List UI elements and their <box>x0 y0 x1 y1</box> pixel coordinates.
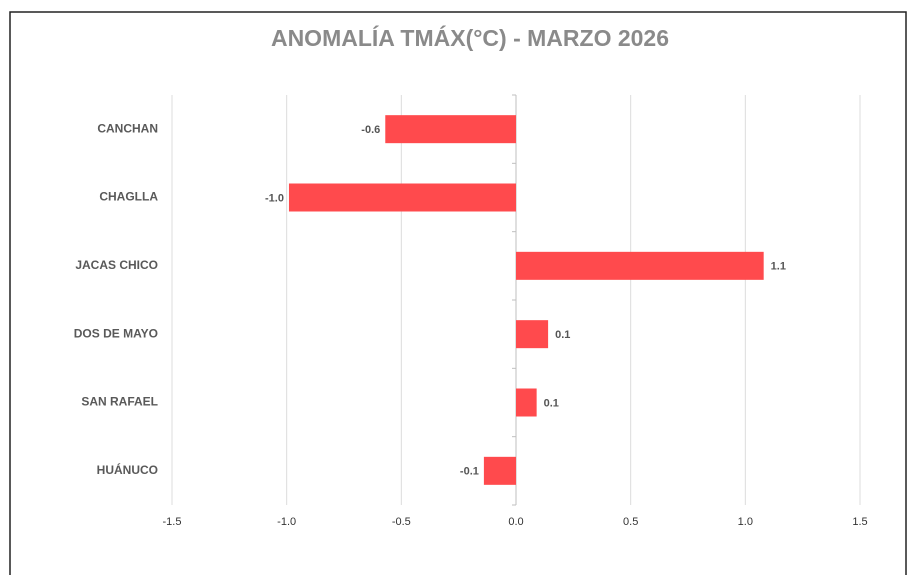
x-tick-label: -1.0 <box>277 516 296 528</box>
bar <box>516 388 537 417</box>
bar <box>516 251 764 280</box>
bar <box>385 115 516 144</box>
bar <box>516 320 549 349</box>
value-label: 1.1 <box>771 261 786 273</box>
bar <box>288 183 516 212</box>
x-tick-label: 1.5 <box>852 516 867 528</box>
x-tick-label: -1.5 <box>163 516 182 528</box>
x-tick-label: 0.5 <box>623 516 638 528</box>
x-tick-label: 0.0 <box>508 516 523 528</box>
chart-frame <box>9 11 907 575</box>
y-tick-label: DOS DE MAYO <box>74 326 158 340</box>
value-label: -0.1 <box>460 466 479 478</box>
chart-title: ANOMALÍA TMÁX(°C) - MARZO 2026 <box>271 24 669 51</box>
value-label: 0.1 <box>555 329 570 341</box>
bar <box>483 456 516 485</box>
value-label: 0.1 <box>544 397 559 409</box>
y-tick-label: HUÁNUCO <box>97 462 158 477</box>
value-label: -0.6 <box>361 124 380 136</box>
y-tick-label: JACAS CHICO <box>75 258 158 272</box>
y-tick-label: SAN RAFAEL <box>81 395 158 409</box>
y-tick-label: CHAGLLA <box>99 190 158 204</box>
x-tick-label: -0.5 <box>392 516 411 528</box>
value-label: -1.0 <box>265 192 284 204</box>
y-tick-label: CANCHAN <box>97 121 158 135</box>
x-tick-label: 1.0 <box>738 516 753 528</box>
